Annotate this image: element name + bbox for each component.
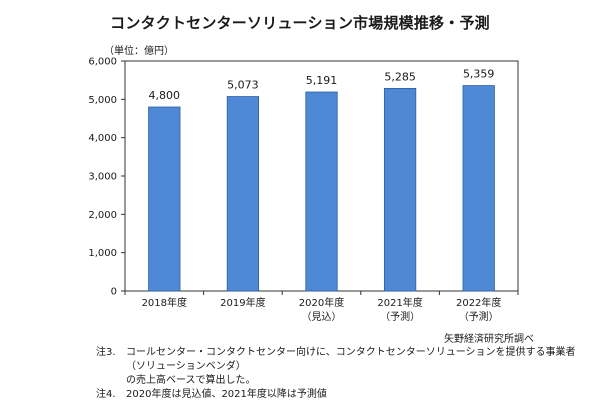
bar: [226, 96, 260, 292]
bar: [305, 91, 338, 292]
unit-label: （単位：億円）: [104, 46, 174, 57]
data-label: 5,073: [227, 79, 259, 92]
x-tick-label: 2022年度: [456, 296, 501, 309]
footnote-label: 注4.: [96, 389, 116, 400]
y-tick-label: 6,000: [88, 57, 117, 68]
footnote: 注4. 2020年度は見込値、2021年度以降は予測値: [96, 388, 576, 402]
footnote: 注3. コールセンター・コンタクトセンター向けに、コンタクトセンターソリューショ…: [96, 346, 576, 388]
x-tick-label: 2019年度: [220, 296, 265, 309]
x-tick-sublabel: （見込）: [302, 311, 342, 323]
bar: [462, 85, 495, 292]
chart-labels: 0 1,000 2,000 3,000 4,000 5,000 6,000 4,800 2018…: [88, 57, 501, 324]
footnote-line: 2020年度は見込値、2021年度以降は予測値: [126, 389, 327, 400]
x-tick-label: 2018年度: [142, 296, 187, 309]
data-label: 5,191: [306, 74, 338, 87]
chart-title: コンタクトセンターソリューション市場規模推移・予測: [110, 14, 490, 32]
y-tick-label: 4,000: [88, 133, 117, 144]
x-tick-label: 2020年度: [299, 296, 344, 309]
data-label: 5,285: [384, 70, 416, 83]
data-label: 5,359: [463, 68, 495, 81]
footnote-line: コールセンター・コンタクトセンター向けに、コンタクトセンターソリューションを提供…: [126, 347, 576, 372]
data-label: 4,800: [149, 89, 181, 102]
x-tick-sublabel: （予測）: [459, 310, 499, 323]
chart-bars: [148, 85, 495, 292]
footnote-line: の売上高ベースで算出した。: [126, 375, 256, 386]
source-credit: 矢野経済研究所調べ: [444, 334, 534, 345]
y-tick-label: 2,000: [88, 210, 117, 221]
bar: [383, 88, 417, 292]
y-tick-label: 1,000: [88, 248, 117, 259]
footnotes: 注3. コールセンター・コンタクトセンター向けに、コンタクトセンターソリューショ…: [96, 346, 576, 402]
bar: [148, 106, 181, 292]
y-tick-label: 0: [111, 287, 117, 298]
x-tick-label: 2021年度: [377, 296, 422, 309]
footnote-label: 注3.: [96, 347, 116, 358]
y-tick-label: 5,000: [88, 95, 117, 106]
x-tick-sublabel: （予測）: [380, 310, 420, 323]
y-tick-label: 3,000: [88, 172, 117, 183]
